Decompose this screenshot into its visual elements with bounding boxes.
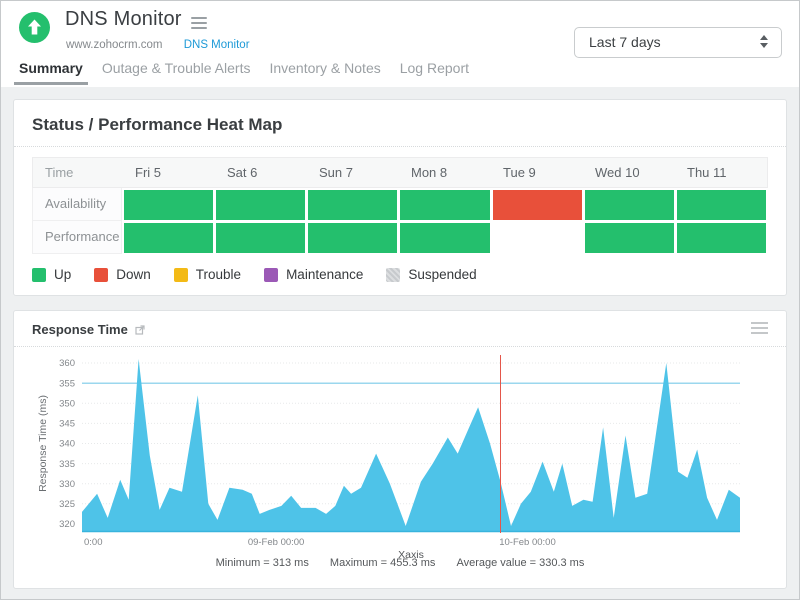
heatmap-col-wed-10: Wed 10: [595, 165, 640, 180]
heatmap-cell-performance-wed-10-up[interactable]: [584, 222, 675, 253]
heatmap-cell-performance-sat-6-up[interactable]: [215, 222, 306, 253]
heatmap-body: Availability Performance: [32, 188, 768, 254]
response-time-card: Response Time 320 325 330 335 340 345 350 355 36…: [13, 310, 787, 589]
svg-text:Xaxis: Xaxis: [398, 549, 424, 559]
svg-text:0:00: 0:00: [84, 537, 103, 548]
heatmap-row-label: Performance: [32, 221, 122, 254]
svg-text:335: 335: [59, 459, 75, 470]
stat-average: Average value = 330.3 ms: [456, 557, 585, 569]
tab-inventory-notes[interactable]: Inventory & Notes: [269, 60, 381, 76]
legend-label: Down: [116, 267, 151, 282]
heatmap-row-availability: Availability: [32, 188, 768, 221]
svg-text:345: 345: [59, 419, 75, 430]
chart-context-menu-icon[interactable]: [751, 322, 768, 337]
page-title: DNS Monitor: [65, 8, 182, 30]
svg-text:355: 355: [59, 378, 75, 389]
svg-text:330: 330: [59, 479, 75, 490]
heatmap-cell-availability-thu-11-up[interactable]: [677, 189, 767, 220]
tab-bar: Summary Outage & Trouble Alerts Inventory …: [14, 60, 470, 85]
heatmap-legend: Up Down Trouble Maintenance Suspended: [32, 267, 768, 282]
svg-text:10-Feb 00:00: 10-Feb 00:00: [499, 537, 556, 548]
legend-label: Up: [54, 267, 72, 282]
breadcrumb-site: www.zohocrm.com: [66, 39, 163, 51]
stat-maximum: Maximum = 455.3 ms: [329, 557, 436, 569]
heatmap-cell-performance-thu-11-up[interactable]: [677, 222, 767, 253]
svg-text:340: 340: [59, 439, 75, 450]
response-time-stats: Minimum = 313 ms Maximum = 455.3 ms Aver…: [14, 557, 786, 569]
heatmap-row-performance: Performance: [32, 221, 768, 254]
tab-log-report[interactable]: Log Report: [399, 60, 470, 76]
heatmap-col-mon-8: Mon 8: [411, 165, 448, 180]
heatmap-col-fri-5: Fri 5: [135, 165, 161, 180]
heatmap-cell-availability-tue-9-down[interactable]: [492, 189, 582, 220]
heatmap-col-sun-7: Sun 7: [319, 165, 353, 180]
svg-text:350: 350: [59, 399, 75, 410]
legend-item-down: Down: [94, 267, 151, 282]
heatmap-cell-performance-mon-8-up[interactable]: [400, 222, 490, 253]
monitor-actions-menu-icon[interactable]: [191, 17, 207, 32]
tab-summary[interactable]: Summary: [14, 60, 88, 85]
svg-text:360: 360: [59, 358, 75, 369]
svg-text:320: 320: [59, 519, 75, 530]
legend-item-up: Up: [32, 267, 71, 282]
monitor-status-icon: [19, 12, 50, 43]
heatmap-header-row: Time Fri 5 Sat 6 Sun 7 Mon 8 Tue 9 Wed 10 Thu 1…: [32, 157, 768, 188]
response-time-chart[interactable]: 320 325 330 335 340 345 350 355 360 0:00 09-Feb 00…: [14, 347, 786, 559]
maintenance-swatch-icon: [264, 267, 279, 282]
external-link-icon[interactable]: [135, 324, 145, 335]
select-arrows-icon: [760, 35, 768, 48]
heatmap-cell-availability-sat-6-up[interactable]: [215, 189, 306, 220]
heatmap-col-sat-6: Sat 6: [227, 165, 258, 180]
heatmap-col-tue-9: Tue 9: [503, 165, 536, 180]
heatmap-cell-availability-fri-5-up[interactable]: [123, 189, 213, 220]
heatmap-table: Time Fri 5 Sat 6 Sun 7 Mon 8 Tue 9 Wed 10 Thu 1…: [32, 157, 768, 254]
trouble-swatch-icon: [173, 267, 188, 282]
svg-text:325: 325: [59, 499, 75, 510]
stat-minimum: Minimum = 313 ms: [215, 557, 309, 569]
legend-label: Trouble: [195, 267, 242, 282]
time-period-value: Last 7 days: [589, 34, 661, 50]
breadcrumb-monitor-link[interactable]: DNS Monitor: [183, 39, 250, 51]
heatmap-cell-performance-tue-9-none: [492, 222, 582, 253]
suspended-swatch-icon: [386, 267, 401, 282]
svg-text:09-Feb 00:00: 09-Feb 00:00: [248, 537, 305, 548]
legend-label: Maintenance: [286, 267, 364, 282]
time-period-select[interactable]: Last 7 days: [574, 27, 782, 58]
heatmap-cell-availability-mon-8-up[interactable]: [400, 189, 490, 220]
legend-label: Suspended: [408, 267, 477, 282]
legend-item-suspended: Suspended: [386, 267, 477, 282]
breadcrumb: www.zohocrm.com DNS Monitor: [66, 39, 250, 51]
legend-item-maintenance: Maintenance: [264, 267, 363, 282]
heatmap-col-time: Time: [45, 165, 74, 180]
response-time-header: Response Time: [14, 311, 786, 347]
heatmap-row-label: Availability: [32, 188, 122, 221]
up-arrow-icon: [28, 19, 41, 35]
heatmap-cell-availability-sun-7-up[interactable]: [308, 189, 398, 220]
response-time-title: Response Time: [32, 322, 128, 337]
up-swatch-icon: [32, 267, 46, 282]
heatmap-title: Status / Performance Heat Map: [14, 100, 786, 147]
legend-item-trouble: Trouble: [173, 267, 242, 282]
heatmap-col-thu-11: Thu 11: [687, 165, 727, 180]
down-swatch-icon: [94, 267, 109, 282]
heatmap-cell-performance-fri-5-up[interactable]: [123, 222, 213, 253]
svg-text:Response Time (ms): Response Time (ms): [37, 395, 49, 492]
tab-outage-trouble-alerts[interactable]: Outage & Trouble Alerts: [101, 60, 251, 76]
heatmap-cell-availability-wed-10-up[interactable]: [584, 189, 675, 220]
heatmap-card: Status / Performance Heat Map Time Fri 5 S…: [13, 99, 787, 296]
page-header: DNS Monitor www.zohocrm.com DNS Monitor …: [1, 1, 799, 87]
heatmap-cell-performance-sun-7-up[interactable]: [308, 222, 398, 253]
